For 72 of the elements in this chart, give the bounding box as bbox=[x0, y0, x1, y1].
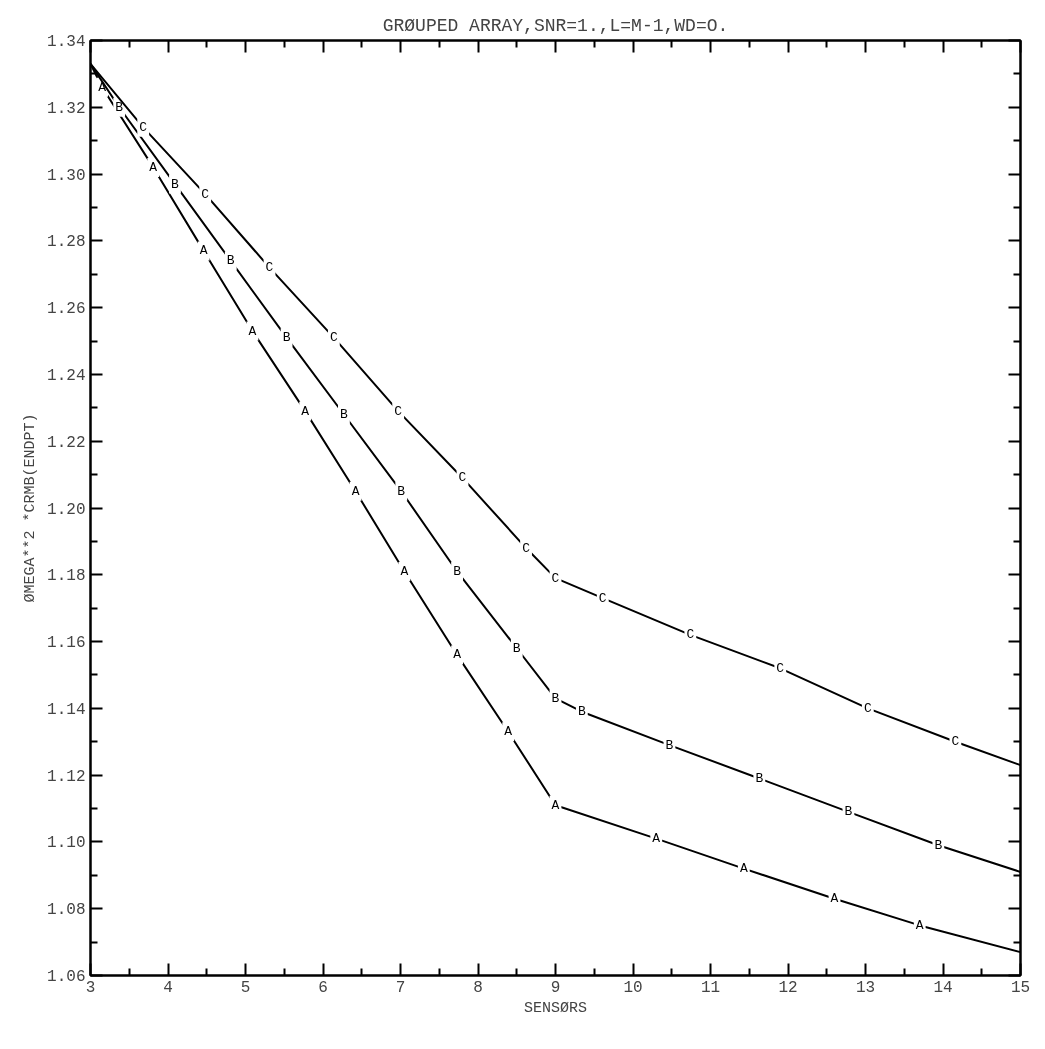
x-tick-label: 4 bbox=[163, 978, 173, 997]
text: A bbox=[351, 483, 360, 499]
text: B bbox=[934, 837, 943, 853]
text: B bbox=[551, 690, 560, 706]
x-tick-label: 6 bbox=[318, 978, 328, 997]
x-tick-label: 3 bbox=[85, 978, 96, 997]
series-label: A bbox=[98, 79, 107, 95]
text: A bbox=[551, 797, 560, 813]
y-tick-label: 1.10 bbox=[47, 834, 86, 853]
y-tick-label: 1.18 bbox=[47, 567, 86, 586]
text: C bbox=[686, 627, 695, 643]
y-axis-title: ØMEGA**2 *CRMB(ENDPT) bbox=[22, 413, 40, 603]
y-tick-label: 1.28 bbox=[47, 233, 86, 252]
y-tick-label: 1.14 bbox=[47, 700, 86, 719]
x-tick-label: 10 bbox=[623, 978, 643, 997]
text: B bbox=[226, 253, 235, 269]
y-tick-label: 1.30 bbox=[47, 166, 86, 185]
y-tick-label: 1.12 bbox=[47, 767, 86, 786]
text: A bbox=[830, 891, 839, 907]
x-tick-label: 5 bbox=[240, 978, 251, 997]
text: B bbox=[665, 737, 674, 753]
y-tick-label: 1.34 bbox=[47, 33, 86, 51]
text: A bbox=[199, 243, 208, 259]
text: C bbox=[394, 403, 403, 419]
y-tick-label: 1.06 bbox=[47, 968, 86, 986]
x-tick-label: 12 bbox=[778, 978, 798, 997]
x-tick-label: 15 bbox=[1010, 978, 1031, 997]
text: B bbox=[577, 704, 586, 720]
text: A bbox=[149, 159, 158, 175]
x-tick-label: 11 bbox=[700, 978, 721, 997]
text: A bbox=[504, 724, 513, 740]
chart-title: GRØUPED ARRAY,SNR=1.,L=M-1,WD=O. bbox=[382, 15, 729, 36]
text: C bbox=[551, 570, 560, 586]
series-label: B bbox=[115, 99, 124, 115]
x-tick-label: 13 bbox=[855, 978, 876, 997]
text: C bbox=[951, 734, 960, 750]
x-tick-label: 8 bbox=[473, 978, 483, 997]
text: A bbox=[453, 647, 461, 663]
text: C bbox=[139, 119, 148, 135]
x-tick-label: 14 bbox=[933, 978, 953, 997]
text: A bbox=[400, 563, 409, 579]
text: B bbox=[844, 804, 853, 820]
text: B bbox=[755, 770, 764, 786]
text: C bbox=[863, 700, 872, 716]
text: A bbox=[739, 861, 748, 877]
text: B bbox=[453, 563, 461, 579]
text: B bbox=[282, 330, 291, 346]
y-tick-label: 1.32 bbox=[47, 99, 86, 118]
text: C bbox=[201, 186, 210, 202]
text: B bbox=[512, 640, 521, 656]
y-tick-label: 1.20 bbox=[47, 500, 86, 519]
text: A bbox=[248, 323, 257, 339]
text: C bbox=[265, 260, 274, 276]
x-tick-label: 7 bbox=[395, 978, 406, 997]
text: C bbox=[522, 540, 530, 556]
text: C bbox=[776, 660, 785, 676]
text: B bbox=[397, 483, 406, 499]
text: C bbox=[458, 470, 467, 486]
y-tick-label: 1.08 bbox=[47, 901, 86, 920]
text: A bbox=[652, 831, 661, 847]
y-tick-label: 1.24 bbox=[47, 366, 86, 385]
y-tick-label: 1.22 bbox=[47, 433, 86, 452]
text: A bbox=[301, 403, 310, 419]
x-axis-title: SENSØRS bbox=[523, 999, 588, 1017]
y-tick-label: 1.26 bbox=[47, 300, 86, 319]
x-tick-label: 9 bbox=[550, 978, 561, 997]
text: B bbox=[340, 407, 348, 422]
text: B bbox=[171, 176, 179, 192]
text: A bbox=[915, 917, 924, 933]
y-tick-label: 1.16 bbox=[47, 634, 86, 653]
series-label: C bbox=[598, 590, 607, 606]
text: C bbox=[329, 330, 338, 346]
